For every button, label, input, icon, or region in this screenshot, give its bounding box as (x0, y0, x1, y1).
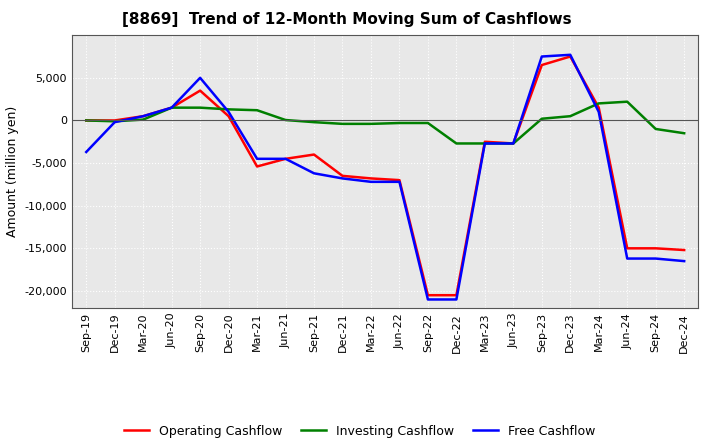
Investing Cashflow (423, 121, 432, 126)
Free Cashflow (167, 105, 176, 110)
Operating Cashflow (566, 54, 575, 59)
Investing Cashflow (225, 107, 233, 112)
Operating Cashflow (423, 293, 432, 298)
Investing Cashflow (509, 141, 518, 146)
Investing Cashflow (366, 121, 375, 127)
Operating Cashflow (480, 139, 489, 144)
Free Cashflow (595, 109, 603, 114)
Investing Cashflow (282, 117, 290, 123)
Free Cashflow (82, 149, 91, 154)
Investing Cashflow (395, 121, 404, 126)
Free Cashflow (623, 256, 631, 261)
Operating Cashflow (595, 105, 603, 110)
Investing Cashflow (452, 141, 461, 146)
Free Cashflow (452, 297, 461, 302)
Free Cashflow (310, 171, 318, 176)
Investing Cashflow (167, 105, 176, 110)
Line: Free Cashflow: Free Cashflow (86, 55, 684, 300)
Operating Cashflow (652, 246, 660, 251)
Investing Cashflow (253, 107, 261, 113)
Operating Cashflow (253, 164, 261, 169)
Free Cashflow (509, 141, 518, 146)
Free Cashflow (680, 258, 688, 264)
Operating Cashflow (282, 156, 290, 161)
Free Cashflow (366, 179, 375, 184)
Free Cashflow (282, 156, 290, 161)
Free Cashflow (196, 75, 204, 81)
Operating Cashflow (196, 88, 204, 93)
Investing Cashflow (196, 105, 204, 110)
Line: Operating Cashflow: Operating Cashflow (86, 56, 684, 295)
Operating Cashflow (509, 141, 518, 146)
Operating Cashflow (110, 118, 119, 123)
Operating Cashflow (338, 173, 347, 179)
Legend: Operating Cashflow, Investing Cashflow, Free Cashflow: Operating Cashflow, Investing Cashflow, … (120, 420, 600, 440)
Operating Cashflow (537, 62, 546, 68)
Free Cashflow (395, 179, 404, 184)
Free Cashflow (423, 297, 432, 302)
Operating Cashflow (167, 105, 176, 110)
Operating Cashflow (225, 114, 233, 119)
Operating Cashflow (139, 114, 148, 119)
Free Cashflow (537, 54, 546, 59)
Operating Cashflow (82, 118, 91, 123)
Free Cashflow (110, 120, 119, 125)
Text: [8869]  Trend of 12-Month Moving Sum of Cashflows: [8869] Trend of 12-Month Moving Sum of C… (122, 12, 572, 27)
Free Cashflow (652, 256, 660, 261)
Free Cashflow (139, 114, 148, 119)
Investing Cashflow (310, 120, 318, 125)
Operating Cashflow (366, 176, 375, 181)
Y-axis label: Amount (million yen): Amount (million yen) (6, 106, 19, 237)
Investing Cashflow (139, 117, 148, 122)
Investing Cashflow (680, 131, 688, 136)
Operating Cashflow (623, 246, 631, 251)
Operating Cashflow (310, 152, 318, 157)
Investing Cashflow (595, 101, 603, 106)
Free Cashflow (253, 156, 261, 161)
Investing Cashflow (537, 116, 546, 121)
Free Cashflow (338, 176, 347, 181)
Line: Investing Cashflow: Investing Cashflow (86, 102, 684, 143)
Investing Cashflow (338, 121, 347, 127)
Operating Cashflow (452, 293, 461, 298)
Free Cashflow (480, 141, 489, 146)
Investing Cashflow (110, 119, 119, 124)
Investing Cashflow (480, 141, 489, 146)
Operating Cashflow (395, 177, 404, 183)
Operating Cashflow (680, 247, 688, 253)
Investing Cashflow (566, 114, 575, 119)
Free Cashflow (566, 52, 575, 58)
Investing Cashflow (623, 99, 631, 104)
Investing Cashflow (652, 126, 660, 132)
Free Cashflow (225, 109, 233, 114)
Investing Cashflow (82, 118, 91, 123)
